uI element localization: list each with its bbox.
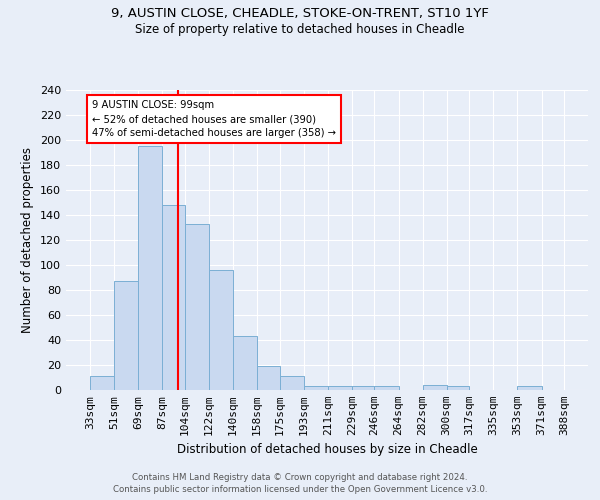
Bar (162, 205, 185, 390)
Bar (328, 386, 352, 390)
Text: Contains HM Land Registry data © Crown copyright and database right 2024.: Contains HM Land Registry data © Crown c… (132, 472, 468, 482)
Bar (374, 386, 398, 390)
Bar (257, 366, 280, 390)
Text: Size of property relative to detached houses in Cheadle: Size of property relative to detached ho… (135, 22, 465, 36)
Bar (446, 386, 469, 390)
Text: Distribution of detached houses by size in Cheadle: Distribution of detached houses by size … (176, 442, 478, 456)
Text: 9, AUSTIN CLOSE, CHEADLE, STOKE-ON-TRENT, ST10 1YF: 9, AUSTIN CLOSE, CHEADLE, STOKE-ON-TRENT… (111, 8, 489, 20)
Text: 9 AUSTIN CLOSE: 99sqm
← 52% of detached houses are smaller (390)
47% of semi-det: 9 AUSTIN CLOSE: 99sqm ← 52% of detached … (92, 100, 337, 138)
Text: Contains public sector information licensed under the Open Government Licence v3: Contains public sector information licen… (113, 485, 487, 494)
Bar (304, 386, 328, 390)
Bar (138, 146, 162, 390)
Bar (280, 376, 304, 390)
Bar (352, 386, 374, 390)
Bar (422, 385, 446, 390)
Bar (517, 386, 542, 390)
Bar (209, 270, 233, 390)
Bar (185, 224, 209, 390)
Y-axis label: Number of detached properties: Number of detached properties (22, 147, 34, 333)
Bar (114, 281, 138, 390)
Bar (233, 336, 257, 390)
Bar (90, 376, 114, 390)
